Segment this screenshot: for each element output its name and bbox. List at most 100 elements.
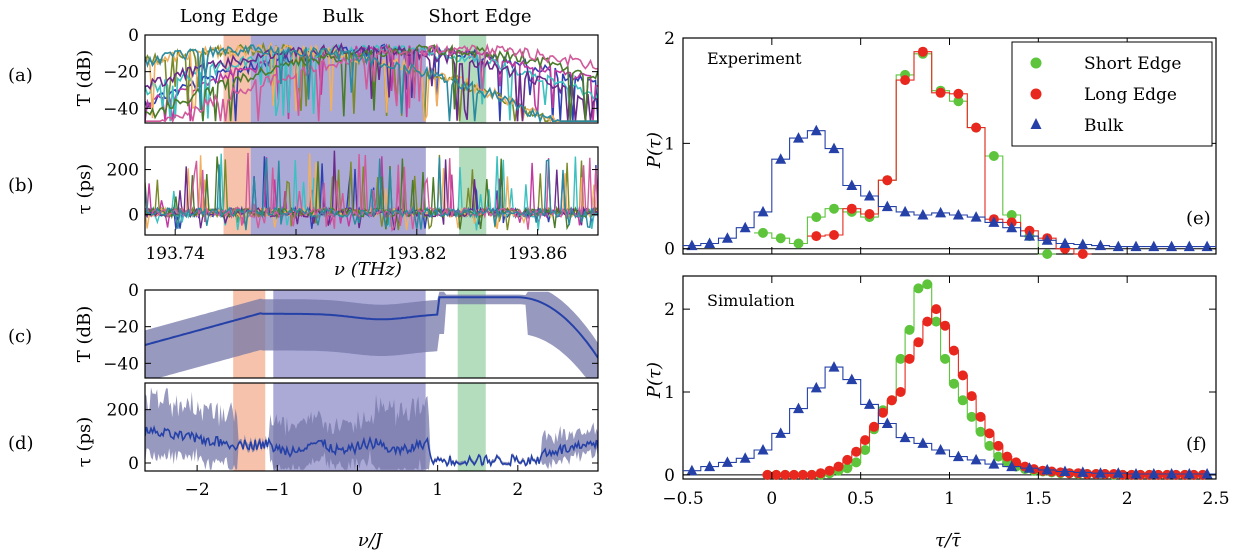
data-point: [762, 469, 773, 480]
data-point: [993, 451, 1004, 462]
data-point: [811, 212, 822, 223]
data-point: [917, 46, 928, 57]
data-point: [824, 465, 835, 476]
panel-c-mean: [145, 296, 598, 359]
data-point: [917, 209, 929, 220]
data-point: [757, 205, 769, 217]
band-label-long-edge: Long Edge: [180, 6, 278, 27]
data-point: [1077, 238, 1089, 249]
data-point: [1183, 240, 1195, 252]
data-point: [704, 460, 716, 472]
data-point: [931, 304, 942, 315]
panel-d-xtick-label: −1: [265, 480, 290, 500]
data-point: [886, 395, 897, 406]
data-point: [957, 395, 968, 406]
data-point: [810, 381, 822, 393]
data-point: [864, 209, 875, 219]
data-point: [828, 361, 840, 372]
panel-c-ylabel: T (dB): [74, 306, 95, 363]
data-point: [966, 391, 977, 402]
data-point: [988, 151, 999, 161]
data-point: [1002, 451, 1013, 462]
panel-d-band-long: [233, 383, 266, 471]
panel-c-ytick-label: 0: [128, 281, 139, 301]
panel-c-frame: [144, 289, 599, 379]
panel-c-band-short: [457, 290, 486, 378]
panel-a-ytick-label: 0: [128, 26, 139, 46]
data-point: [957, 370, 968, 381]
panel-d-plot: [145, 383, 598, 471]
data-point: [829, 230, 839, 240]
panel-a-trace: [145, 43, 598, 122]
data-point: [970, 211, 982, 222]
panel-e-ytick-label: 1: [664, 134, 675, 154]
data-point: [881, 417, 893, 428]
panel-f-xtick-label: 2.5: [1202, 489, 1229, 509]
data-point: [864, 190, 875, 201]
data-point: [1112, 240, 1124, 252]
panel-e-ylabel: P(τ): [644, 132, 665, 169]
panel-b-xtick-label: 193.74: [145, 244, 204, 264]
data-point: [970, 453, 982, 465]
data-point: [846, 179, 858, 190]
data-point: [935, 444, 947, 455]
data-point: [811, 231, 822, 242]
data-point: [1042, 249, 1053, 259]
data-point: [758, 227, 768, 238]
data-point: [1024, 462, 1035, 473]
data-point: [1041, 234, 1053, 245]
panel-e-annotation: Experiment: [707, 49, 802, 68]
data-point: [935, 87, 946, 98]
panel-a-plot: [145, 35, 598, 123]
panel-f-xtick-label: 1: [944, 489, 955, 509]
data-point: [940, 320, 951, 331]
data-point: [775, 153, 787, 164]
data-point: [1148, 240, 1160, 252]
data-point: [1112, 467, 1124, 478]
data-point: [793, 402, 804, 414]
data-point: [739, 452, 751, 463]
data-point: [895, 387, 906, 397]
panel-f-xtick-label: 0: [766, 489, 777, 509]
data-point: [771, 469, 782, 480]
data-point: [917, 437, 929, 448]
panel-f-xlabel: τ/τ̄: [935, 530, 962, 551]
panel-d-xtick-label: 0: [352, 480, 363, 500]
data-point: [815, 468, 826, 479]
data-point: [1059, 237, 1071, 248]
data-point: [810, 124, 822, 136]
data-point: [931, 316, 942, 327]
data-point: [975, 426, 986, 437]
panel-b-xtick-label: 193.86: [508, 244, 567, 264]
data-point: [1130, 468, 1142, 479]
data-point: [757, 444, 769, 455]
panel-a: 0 −20 −40: [103, 26, 599, 124]
data-point: [864, 398, 875, 409]
panel-f-ytick-label: 0: [664, 466, 675, 486]
data-point: [1130, 240, 1142, 252]
data-point: [797, 469, 808, 480]
panel-a-trace: [145, 43, 598, 122]
data-point: [948, 378, 959, 389]
data-point: [860, 445, 871, 455]
data-point: [913, 337, 924, 348]
panel-d-ylabel: τ (ps): [74, 417, 95, 467]
panel-b-xtick-label: 193.82: [387, 244, 446, 264]
data-point: [789, 469, 799, 480]
data-point: [988, 216, 1000, 227]
panel-f-ylabel: P(τ): [644, 362, 665, 399]
data-point: [1024, 230, 1035, 241]
legend-label-short-edge: Short Edge: [1084, 54, 1181, 74]
data-point: [877, 407, 888, 418]
panel-f-xtick-label: −0.5: [662, 489, 703, 509]
data-point: [895, 353, 906, 364]
data-point: [806, 469, 817, 480]
panel-f-ytick-label: 2: [664, 300, 675, 320]
panel-d-spread: [145, 387, 598, 470]
panel-b-ylabel: τ (ps): [74, 164, 95, 214]
panel-c-ytick-label: −40: [103, 354, 139, 374]
data-point: [842, 463, 853, 474]
data-point: [793, 238, 804, 249]
